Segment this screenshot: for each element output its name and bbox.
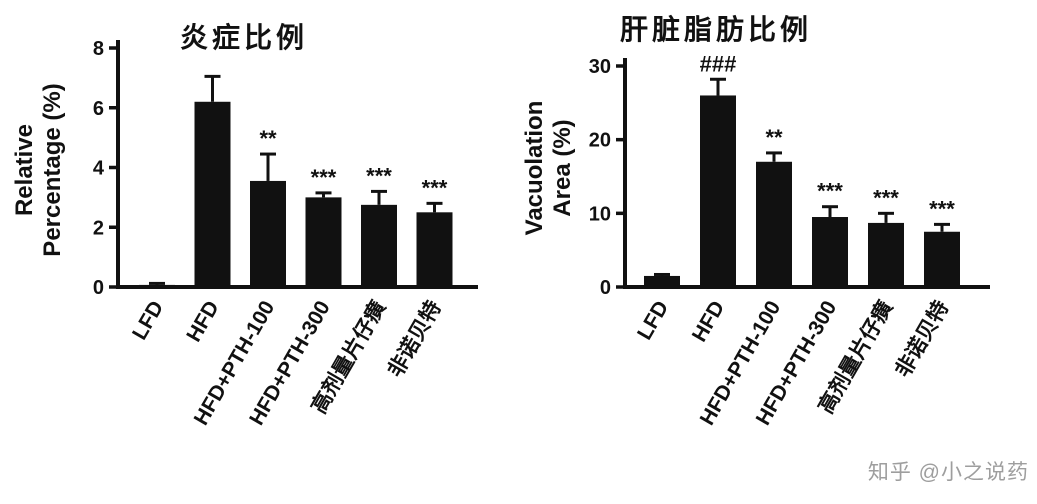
- significance-label: ***: [873, 185, 899, 210]
- significance-label: ***: [366, 163, 392, 188]
- y-axis-label: Area (%): [549, 119, 576, 216]
- y-axis-label: Vacuolation: [521, 101, 548, 236]
- bar: [194, 101, 231, 288]
- bar: [756, 161, 792, 287]
- bar: [924, 231, 960, 287]
- y-tick-label: 6: [93, 98, 104, 120]
- bar: [868, 222, 904, 287]
- bar: [139, 284, 175, 287]
- bar: [250, 180, 286, 287]
- y-tick-label: 20: [589, 130, 611, 152]
- x-category-label: LFD: [128, 297, 168, 344]
- y-tick-label: 30: [589, 56, 611, 78]
- x-category-label: LFD: [633, 297, 673, 344]
- y-tick-label: 4: [93, 158, 105, 180]
- bar: [361, 204, 397, 287]
- bar: [700, 95, 736, 287]
- x-category-label: HFD: [688, 297, 730, 346]
- bar: [644, 275, 680, 287]
- significance-label: **: [765, 125, 783, 150]
- watermark: 知乎 @小之说药: [867, 461, 1029, 484]
- bar: [305, 197, 342, 287]
- y-tick-label: 8: [93, 38, 104, 60]
- y-axis-label: Relative: [11, 124, 38, 216]
- y-tick-label: 0: [600, 277, 611, 299]
- significance-label: ***: [311, 165, 337, 190]
- significance-label: **: [259, 126, 277, 151]
- significance-label: ***: [929, 196, 955, 221]
- bar: [416, 212, 453, 287]
- y-tick-label: 0: [93, 277, 104, 299]
- significance-label: ***: [422, 175, 448, 200]
- y-tick-label: 10: [589, 203, 611, 225]
- y-axis-label: Percentage (%): [39, 83, 66, 256]
- x-category-label: HFD: [182, 297, 224, 346]
- significance-label: ###: [700, 51, 737, 76]
- bar: [812, 217, 848, 287]
- chart-title-liver-fat: 肝脏脂肪比例: [620, 14, 813, 45]
- significance-label: ***: [817, 179, 843, 204]
- chart-title-inflammation: 炎症比例: [180, 22, 309, 53]
- y-tick-label: 2: [93, 217, 104, 239]
- bar-chart-liver-fat: 0102030LFD###HFD**HFD+PTH-100***HFD+PTH-…: [521, 51, 990, 429]
- x-category-label: 非诺贝特: [383, 297, 446, 382]
- x-category-label: 非诺贝特: [891, 297, 954, 382]
